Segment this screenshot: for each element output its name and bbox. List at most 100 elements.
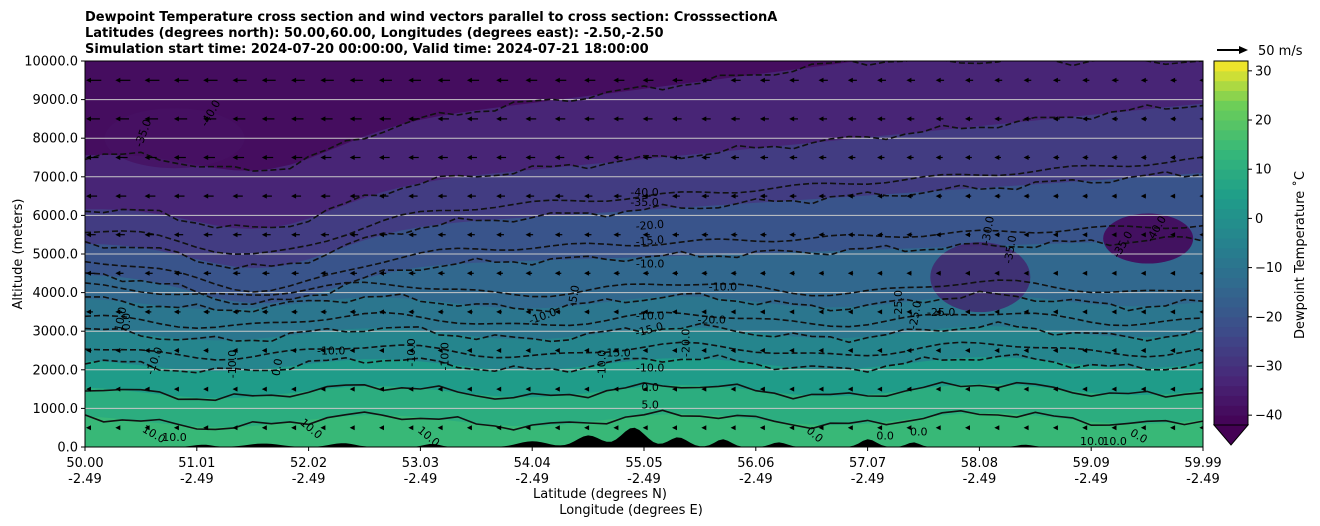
y-tick-label: 9000.0 — [33, 93, 79, 108]
wind-vector-head — [261, 77, 267, 83]
wind-vector-head — [1140, 386, 1146, 392]
wind-vector-head — [672, 77, 677, 83]
wind-vector-head — [789, 155, 795, 160]
wind-vector-head — [730, 77, 736, 83]
wind-vector-head — [525, 116, 531, 122]
colorbar-band — [1214, 100, 1248, 111]
x-tick-label-lon: -2.49 — [627, 472, 661, 487]
contour-label: -35.0 — [1002, 234, 1020, 264]
contour-label: -25.0 — [892, 290, 905, 318]
wind-vector-head — [672, 309, 677, 315]
wind-vector-head — [730, 155, 736, 160]
wind-vector-head — [291, 155, 297, 160]
wind-vector-head — [1140, 155, 1146, 160]
wind-vector-head — [466, 193, 472, 199]
wind-vector-head — [877, 309, 883, 315]
wind-vector-head — [935, 425, 941, 431]
colorbar-band — [1214, 70, 1248, 82]
wind-vector-head — [232, 116, 238, 122]
wind-vector-head — [672, 270, 677, 276]
wind-vector-head — [1111, 77, 1117, 83]
wind-vector-head — [1052, 77, 1058, 83]
wind-vector-head — [144, 348, 150, 353]
wind-vector-head — [730, 386, 736, 392]
wind-vector-head — [261, 116, 267, 122]
chart-title-line-3: Simulation start time: 2024-07-20 00:00:… — [85, 42, 649, 57]
wind-vector-head — [496, 193, 502, 199]
colorbar-tick-label: −10 — [1255, 261, 1282, 276]
contour-line — [85, 235, 1203, 306]
wind-vector-head — [437, 116, 443, 122]
contour-label: -20.0 — [635, 218, 664, 233]
wind-vector-head — [261, 425, 267, 431]
x-tick-label-lon: -2.49 — [851, 472, 885, 487]
wind-vector-head — [730, 116, 736, 122]
wind-vector-head — [1199, 271, 1203, 276]
wind-vector-head — [437, 155, 443, 160]
wind-vector-head — [554, 155, 560, 160]
wind-vector-head — [349, 77, 355, 83]
wind-vector-head — [730, 348, 736, 353]
wind-vector-head — [291, 77, 297, 83]
wind-vector-head — [232, 425, 238, 431]
colorbar-band — [1214, 385, 1248, 396]
wind-vector-head — [701, 155, 707, 160]
wind-vector-head — [554, 309, 560, 315]
wind-vector-head — [701, 232, 707, 238]
contour-label: -10.0 — [226, 350, 239, 378]
contour-line — [85, 381, 1203, 402]
contour-line — [85, 341, 1203, 361]
wind-vector-head — [1170, 386, 1176, 392]
chart-title-line-2: Latitudes (degrees north): 50.00,60.00, … — [85, 26, 664, 41]
colorbar-band — [1214, 149, 1248, 160]
wind-vector-head — [1052, 270, 1058, 276]
wind-vector-head — [789, 193, 795, 199]
colorbar-band — [1214, 218, 1248, 229]
wind-vector-head — [379, 77, 384, 83]
wind-vector-head — [759, 155, 765, 160]
wind-vector-head — [320, 232, 326, 238]
wind-vector-head — [232, 270, 238, 276]
wind-vector-head — [584, 155, 590, 160]
wind-vector-head — [584, 193, 590, 199]
wind-vector-head — [906, 270, 912, 276]
wind-vector-head — [1111, 193, 1117, 199]
cold-pocket — [1103, 213, 1194, 264]
wind-vector-head — [203, 116, 209, 122]
wind-vector-head — [291, 425, 297, 431]
wind-vector-head — [408, 77, 414, 83]
wind-vector-head — [144, 155, 150, 160]
wind-vector-head — [320, 348, 326, 353]
colorbar-band — [1214, 415, 1248, 426]
wind-vector-head — [203, 425, 209, 431]
wind-vector-head — [584, 309, 590, 315]
wind-vector-head — [642, 116, 648, 122]
wind-vector-head — [847, 77, 853, 83]
contour-label: -15.0 — [602, 346, 630, 359]
wind-vector-head — [877, 386, 883, 392]
wind-vector-head — [437, 309, 443, 315]
wind-vector-head — [1082, 425, 1088, 431]
wind-vector-head — [173, 232, 179, 238]
wind-vector-head — [554, 77, 560, 83]
wind-vector-head — [86, 193, 91, 199]
wind-vector-head — [86, 270, 91, 276]
wind-vector-head — [1111, 348, 1117, 353]
wind-vector-head — [291, 193, 297, 199]
x-tick-label-lat: 50.00 — [66, 456, 103, 471]
wind-vector-head — [613, 425, 619, 431]
wind-vector-head — [173, 77, 179, 83]
wind-vector-head — [408, 193, 414, 199]
wind-vector-head — [1199, 387, 1203, 391]
x-tick-label-lon: -2.49 — [180, 472, 214, 487]
wind-vector-head — [115, 348, 121, 353]
wind-vector-head — [613, 309, 619, 315]
x-tick-label-lat: 58.08 — [961, 456, 998, 471]
wind-vector-head — [935, 309, 941, 315]
wind-vector-head — [789, 425, 795, 431]
wind-vector-head — [349, 116, 355, 122]
wind-vector-head — [994, 232, 1000, 238]
contour-line — [85, 61, 1203, 172]
wind-vector-head — [1082, 309, 1088, 315]
wind-vector-head — [642, 348, 648, 353]
